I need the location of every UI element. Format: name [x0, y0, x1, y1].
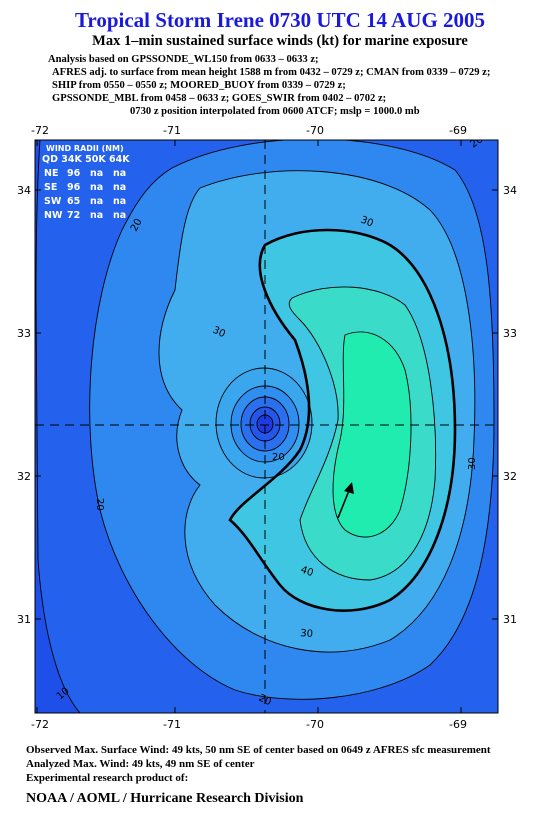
analysis-line-1: Analysis based on GPSSONDE_WL150 from 06… [48, 54, 319, 65]
lon-tick-bottom-2: -71 [163, 718, 181, 731]
analysis-line-2: AFRES adj. to surface from mean height 1… [52, 67, 491, 78]
wind-radii-qd: NE [44, 168, 58, 179]
lon-tick-bottom-4: -69 [449, 718, 467, 731]
contour-line-20 [89, 140, 495, 700]
lat-tick-left-1: 34 [17, 184, 31, 197]
analysis-line-5: 0730 z position interpolated from 0600 A… [130, 106, 420, 117]
lon-tick-top-1: -72 [31, 124, 49, 137]
observed-max-wind: Observed Max. Surface Wind: 49 kts, 50 n… [26, 744, 491, 756]
contour-label: 30 [467, 457, 478, 470]
map-subtitle: Max 1–min sustained surface winds (kt) f… [92, 33, 468, 49]
wind-radii-50k: na [90, 210, 103, 221]
wind-radii-title: WIND RADII (NM) [46, 144, 124, 153]
wind-radii-64k: na [113, 196, 126, 207]
lat-tick-right-2: 33 [503, 327, 517, 340]
analysis-line-3: SHIP from 0550 – 0550 z; MOORED_BUOY fro… [52, 80, 346, 91]
contour-label: 30 [300, 628, 314, 640]
wind-radii-34k: 65 [67, 196, 80, 207]
contour-line-10 [35, 140, 81, 713]
contour-label: 40 [299, 564, 315, 579]
lon-tick-bottom-1: -72 [31, 718, 49, 731]
organization-credit: NOAA / AOML / Hurricane Research Divisio… [26, 791, 304, 806]
storm-motion-arrow [337, 487, 351, 519]
lat-tick-left-3: 32 [17, 470, 31, 483]
lon-tick-top-4: -69 [449, 124, 467, 137]
wind-band-45-kt [333, 331, 412, 538]
lat-tick-right-1: 34 [503, 184, 517, 197]
contour-label: 20 [129, 217, 145, 233]
wind-radii-64k: na [113, 182, 126, 193]
center-contour-1 [215, 367, 313, 479]
lat-tick-left-2: 33 [17, 327, 31, 340]
lat-tick-left-4: 31 [17, 613, 31, 626]
wind-radii-34k: 96 [67, 182, 81, 193]
wind-radii-34k: 72 [67, 210, 80, 221]
lon-tick-top-2: -71 [163, 124, 181, 137]
center-ring-5 [257, 415, 273, 433]
wind-radii-50k: na [90, 168, 103, 179]
contour-label: 20 [272, 452, 285, 463]
map-frame [34, 139, 499, 714]
wind-radii-64k: na [113, 168, 126, 179]
contour-line-30 [158, 170, 476, 653]
wind-radii-header: QD 34K 50K 64K [42, 154, 130, 165]
wind-radii-50k: na [90, 182, 103, 193]
contour-label: 20 [257, 693, 273, 708]
wind-radii-qd: SE [44, 182, 57, 193]
lat-tick-right-3: 32 [503, 470, 517, 483]
contour-line-45 [332, 331, 412, 538]
lon-tick-bottom-3: -70 [306, 718, 324, 731]
contour-line-40 [288, 286, 437, 581]
storm-motion-arrowhead [344, 482, 354, 494]
contour-label: 20 [94, 498, 105, 511]
lat-tick-right-4: 31 [503, 613, 517, 626]
wind-radii-qd: SW [44, 196, 62, 207]
map-title: Tropical Storm Irene 0730 UTC 14 AUG 200… [74, 8, 486, 32]
contour-label: 30 [359, 215, 375, 230]
analysis-line-4: GPSSONDE_MBL from 0458 – 0633 z; GOES_SW… [52, 93, 387, 104]
experimental-note: Experimental research product of: [26, 772, 189, 784]
wind-radii-64k: na [113, 210, 126, 221]
wind-radii-qd: NW [44, 210, 63, 221]
analyzed-max-wind: Analyzed Max. Wind: 49 kts, 49 nm SE of … [26, 758, 255, 770]
contour-label: 20 [468, 134, 485, 150]
wind-radii-50k: na [90, 196, 103, 207]
contour-line-34kt-bold [228, 228, 457, 612]
wind-radii-34k: 96 [67, 168, 81, 179]
lon-tick-top-3: -70 [306, 124, 324, 137]
contour-label: 30 [211, 325, 227, 340]
